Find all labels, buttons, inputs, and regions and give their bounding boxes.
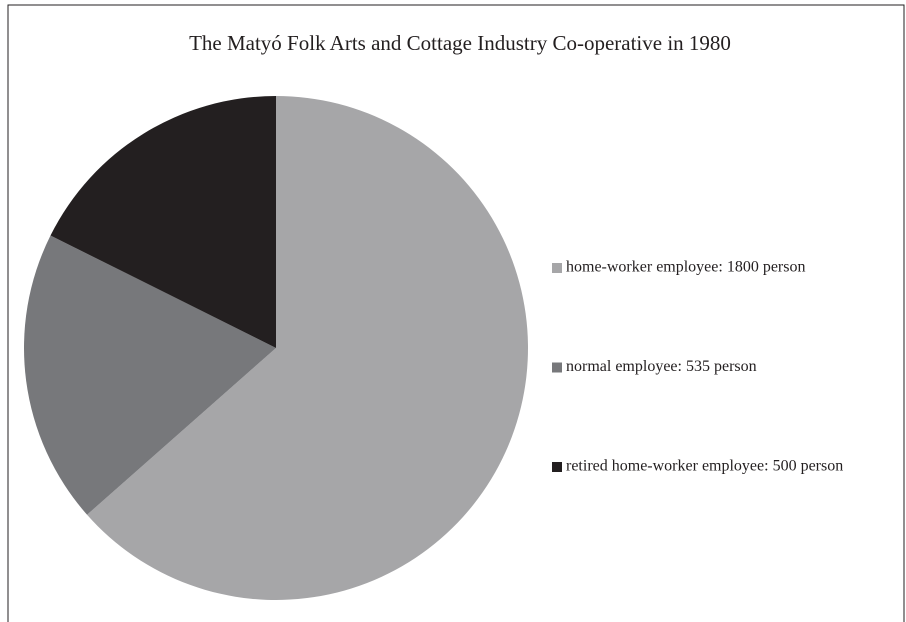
legend-label: home-worker employee: 1800 person	[566, 259, 805, 276]
pie-slice	[87, 96, 528, 600]
legend-swatch	[552, 362, 562, 373]
legend-swatch	[552, 263, 562, 273]
pie-slice	[23, 235, 276, 515]
chart-title: The Matyó Folk Arts and Cottage Industry…	[189, 31, 731, 55]
legend-label: normal employee: 535 person	[566, 358, 757, 375]
legend-label: retired home-worker employee: 500 person	[566, 458, 843, 475]
pie-slice	[50, 96, 276, 348]
legend-swatch	[552, 462, 562, 472]
